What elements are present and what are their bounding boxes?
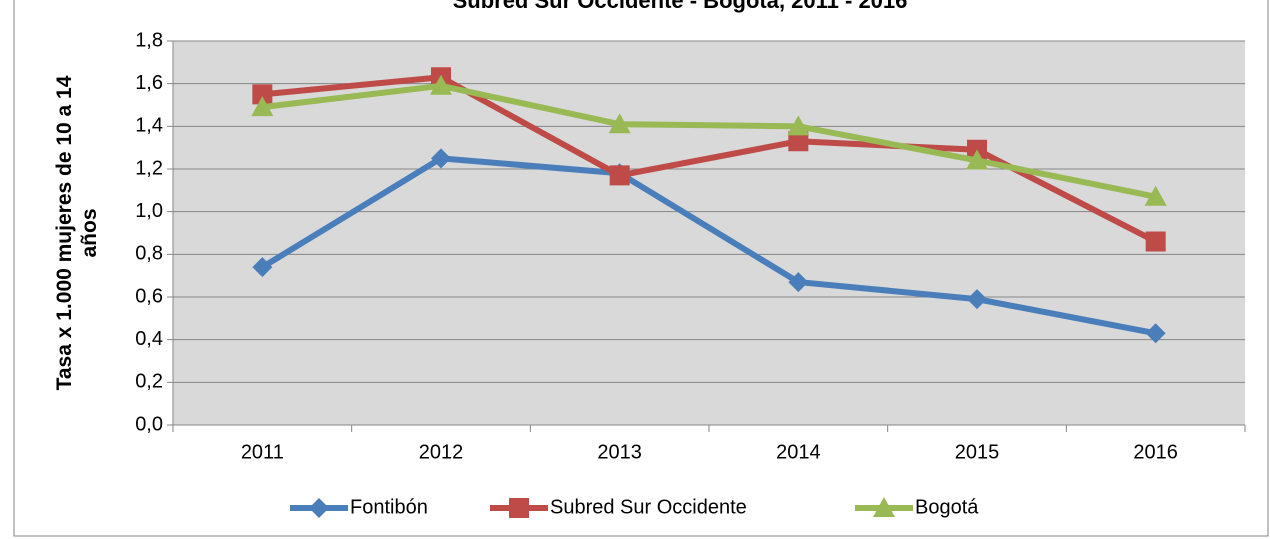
- x-tick-label: 2016: [1133, 441, 1178, 463]
- marker: [966, 149, 988, 170]
- y-tick-label: 0,8: [135, 243, 163, 265]
- y-axis-label-line: años: [78, 208, 101, 257]
- x-tick-label: 2011: [241, 441, 284, 463]
- marker: [609, 165, 630, 186]
- marker: [251, 96, 274, 117]
- marker: [430, 74, 452, 95]
- legend-label: Bogotá: [915, 496, 979, 518]
- y-tick-label: 1,2: [135, 157, 163, 179]
- x-tick-label: 2015: [955, 441, 1000, 463]
- y-tick-label: 0,6: [135, 285, 163, 307]
- y-axis-label-line: Tasa x 1.000 mujeres de 10 a 14: [53, 75, 76, 390]
- legend-label: Fontibón: [350, 496, 428, 518]
- marker: [1145, 323, 1166, 344]
- y-tick-label: 1,4: [135, 115, 163, 137]
- series-line: [260, 155, 1157, 337]
- x-tick-label: 2014: [776, 441, 821, 463]
- marker: [1144, 185, 1167, 206]
- y-tick-label: 1,6: [135, 72, 163, 94]
- chart-title: Subred Sur Occidente - Bogotá, 2011 - 20…: [453, 0, 908, 13]
- marker: [787, 115, 810, 136]
- marker: [608, 113, 631, 134]
- marker: [431, 148, 451, 169]
- x-tick-label: 2012: [419, 441, 464, 463]
- marker: [1145, 231, 1166, 252]
- legend-marker: [309, 498, 329, 518]
- plot-area: [173, 41, 1245, 425]
- y-tick-label: 1,8: [135, 29, 163, 51]
- marker: [788, 131, 809, 152]
- y-tick-label: 1,0: [135, 200, 163, 222]
- marker: [788, 272, 809, 293]
- legend-label: Subred Sur Occidente: [550, 496, 747, 518]
- x-tick-label: 2013: [597, 441, 642, 463]
- y-tick-label: 0,0: [135, 413, 163, 435]
- marker: [967, 289, 987, 310]
- series-line: [261, 82, 1157, 200]
- legend-marker: [509, 498, 529, 518]
- y-axis-label: Tasa x 1.000 mujeres de 10 a 14años: [53, 75, 101, 390]
- marker: [252, 257, 273, 278]
- marker: [252, 84, 273, 105]
- y-tick-label: 0,2: [135, 371, 163, 393]
- legend-marker: [873, 497, 895, 517]
- y-tick-label: 0,4: [135, 328, 163, 350]
